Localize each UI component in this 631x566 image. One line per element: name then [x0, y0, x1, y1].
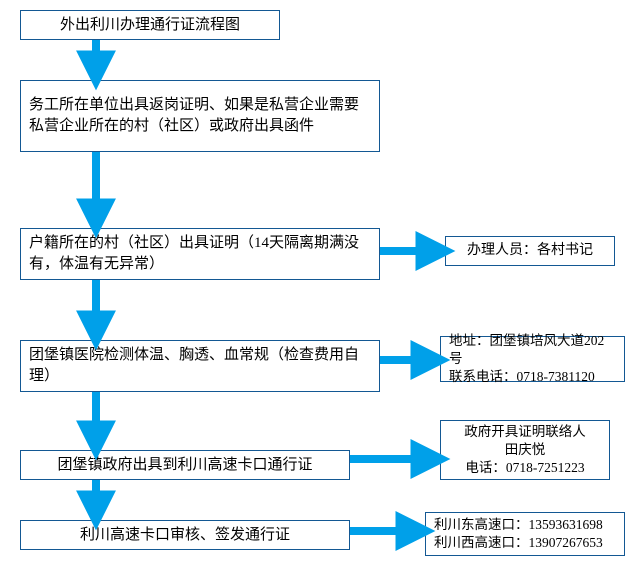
- arrows-layer: [0, 0, 631, 566]
